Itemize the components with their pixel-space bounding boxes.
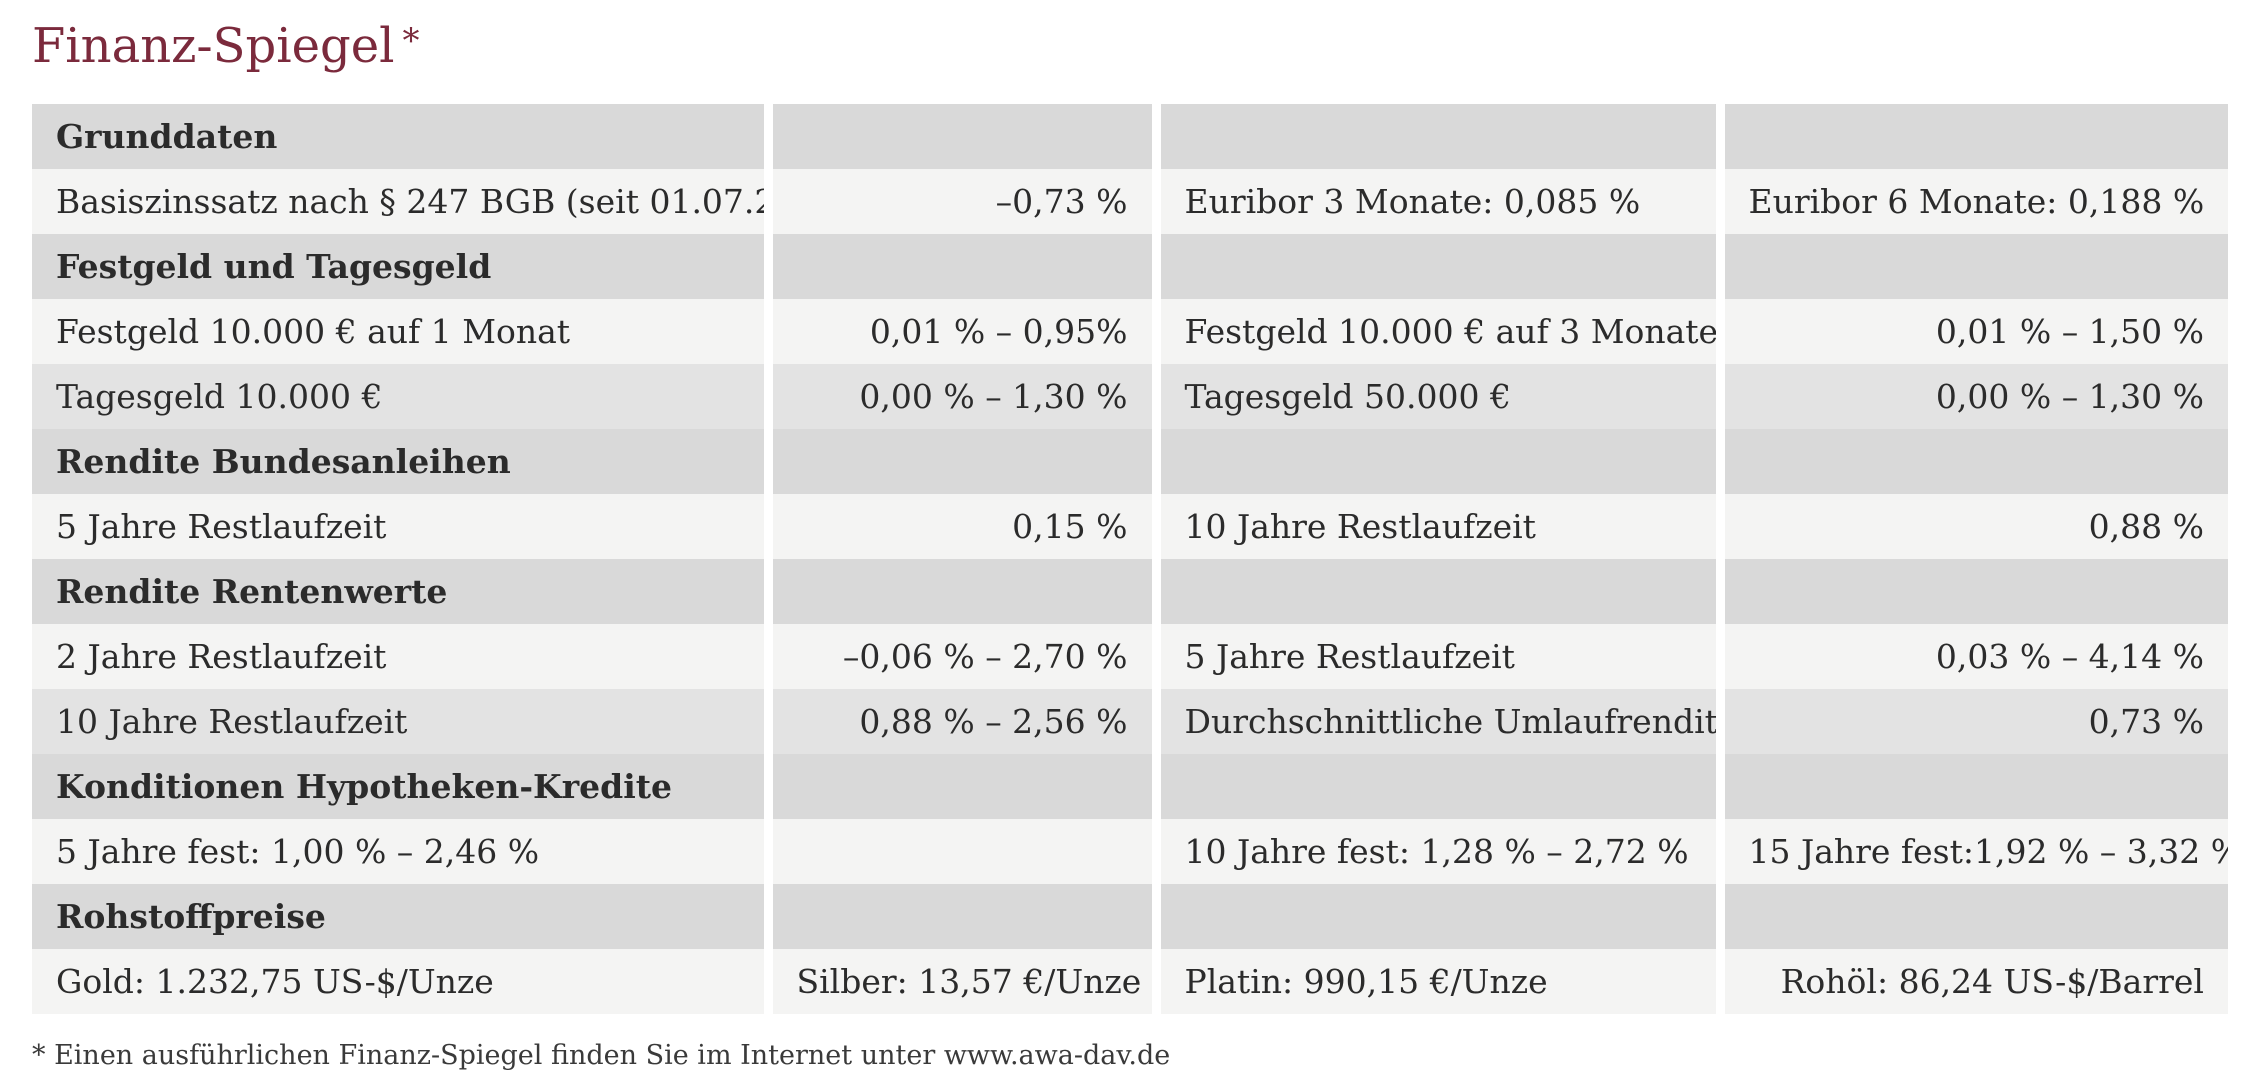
section-header-row: Rendite Rentenwerte: [32, 559, 2228, 624]
row-value: –0,06 % – 2,70 %: [763, 624, 1156, 689]
section-heading: Festgeld und Tagesgeld: [32, 234, 768, 299]
section-empty-cell: [1715, 104, 2228, 169]
row-value-2: Euribor 6 Monate: 0,188 %: [1715, 169, 2228, 234]
table-row: Basiszinssatz nach § 247 BGB (seit 01.07…: [32, 169, 2228, 234]
section-header-row: Konditionen Hypotheken-Kredite: [32, 754, 2228, 819]
section-header-row: Rendite Bundesanleihen: [32, 429, 2228, 494]
row-label: 2 Jahre Restlaufzeit: [32, 624, 768, 689]
row-label: Basiszinssatz nach § 247 BGB (seit 01.07…: [32, 169, 768, 234]
section-heading: Rendite Rentenwerte: [32, 559, 768, 624]
row-value-2: 0,03 % – 4,14 %: [1715, 624, 2228, 689]
row-value: 0,01 % – 0,95%: [763, 299, 1156, 364]
footnote: * Einen ausführlichen Finanz-Spiegel fin…: [32, 1040, 1171, 1071]
section-empty-cell: [763, 884, 1156, 949]
row-label-2: Tagesgeld 50.000 €: [1151, 364, 1720, 429]
row-label: Gold: 1.232,75 US-$/Unze: [32, 949, 768, 1014]
row-label-2: Festgeld 10.000 € auf 3 Monate: [1151, 299, 1720, 364]
row-value-2: Rohöl: 86,24 US-$/Barrel: [1715, 949, 2228, 1014]
section-header-row: Grunddaten: [32, 104, 2228, 169]
section-empty-cell: [1715, 559, 2228, 624]
row-label-2: 10 Jahre Restlaufzeit: [1151, 494, 1720, 559]
row-value: 0,15 %: [763, 494, 1156, 559]
section-empty-cell: [763, 234, 1156, 299]
section-empty-cell: [1151, 429, 1720, 494]
section-empty-cell: [1715, 429, 2228, 494]
section-header-row: Rohstoffpreise: [32, 884, 2228, 949]
row-label: 5 Jahre fest: 1,00 % – 2,46 %: [32, 819, 768, 884]
section-empty-cell: [1151, 884, 1720, 949]
finanz-table: Grunddaten Basiszinssatz nach § 247 BGB …: [32, 104, 2228, 1014]
page-title: Finanz-Spiegel *: [32, 18, 419, 74]
section-empty-cell: [1715, 884, 2228, 949]
table-row: 5 Jahre Restlaufzeit 0,15 % 10 Jahre Res…: [32, 494, 2228, 559]
table-row: 2 Jahre Restlaufzeit –0,06 % – 2,70 % 5 …: [32, 624, 2228, 689]
row-label: Festgeld 10.000 € auf 1 Monat: [32, 299, 768, 364]
table-row: 5 Jahre fest: 1,00 % – 2,46 % 10 Jahre f…: [32, 819, 2228, 884]
row-label-2: 10 Jahre fest: 1,28 % – 2,72 %: [1151, 819, 1720, 884]
section-empty-cell: [1151, 104, 1720, 169]
section-empty-cell: [1151, 754, 1720, 819]
row-label-2: Platin: 990,15 €/Unze: [1151, 949, 1720, 1014]
row-value-2: 0,73 %: [1715, 689, 2228, 754]
row-value-2: 0,00 % – 1,30 %: [1715, 364, 2228, 429]
section-heading: Rendite Bundesanleihen: [32, 429, 768, 494]
section-empty-cell: [763, 754, 1156, 819]
section-empty-cell: [1715, 234, 2228, 299]
row-label: 5 Jahre Restlaufzeit: [32, 494, 768, 559]
section-empty-cell: [1715, 754, 2228, 819]
row-value: Silber: 13,57 €/Unze: [763, 949, 1156, 1014]
section-empty-cell: [1151, 234, 1720, 299]
row-value-2: 15 Jahre fest:1,92 % – 3,32 %: [1715, 819, 2228, 884]
row-value: 0,00 % – 1,30 %: [763, 364, 1156, 429]
row-value: [763, 819, 1156, 884]
row-label-2: Euribor 3 Monate: 0,085 %: [1151, 169, 1720, 234]
section-heading: Rohstoffpreise: [32, 884, 768, 949]
row-value-2: 0,88 %: [1715, 494, 2228, 559]
row-label-2: 5 Jahre Restlaufzeit: [1151, 624, 1720, 689]
row-value: –0,73 %: [763, 169, 1156, 234]
section-header-row: Festgeld und Tagesgeld: [32, 234, 2228, 299]
row-value-2: 0,01 % – 1,50 %: [1715, 299, 2228, 364]
row-label: Tagesgeld 10.000 €: [32, 364, 768, 429]
section-empty-cell: [1151, 559, 1720, 624]
table-row: Gold: 1.232,75 US-$/Unze Silber: 13,57 €…: [32, 949, 2228, 1014]
section-empty-cell: [763, 559, 1156, 624]
title-text: Finanz-Spiegel: [32, 18, 395, 74]
section-heading: Konditionen Hypotheken-Kredite: [32, 754, 768, 819]
row-label: 10 Jahre Restlaufzeit: [32, 689, 768, 754]
section-empty-cell: [763, 429, 1156, 494]
section-heading: Grunddaten: [32, 104, 768, 169]
section-empty-cell: [763, 104, 1156, 169]
table-row: 10 Jahre Restlaufzeit 0,88 % – 2,56 % Du…: [32, 689, 2228, 754]
row-value: 0,88 % – 2,56 %: [763, 689, 1156, 754]
row-label-2: Durchschnittliche Umlaufrendite: [1151, 689, 1720, 754]
title-footnote-marker: *: [402, 21, 420, 61]
table-row: Festgeld 10.000 € auf 1 Monat 0,01 % – 0…: [32, 299, 2228, 364]
table-row: Tagesgeld 10.000 € 0,00 % – 1,30 % Tages…: [32, 364, 2228, 429]
